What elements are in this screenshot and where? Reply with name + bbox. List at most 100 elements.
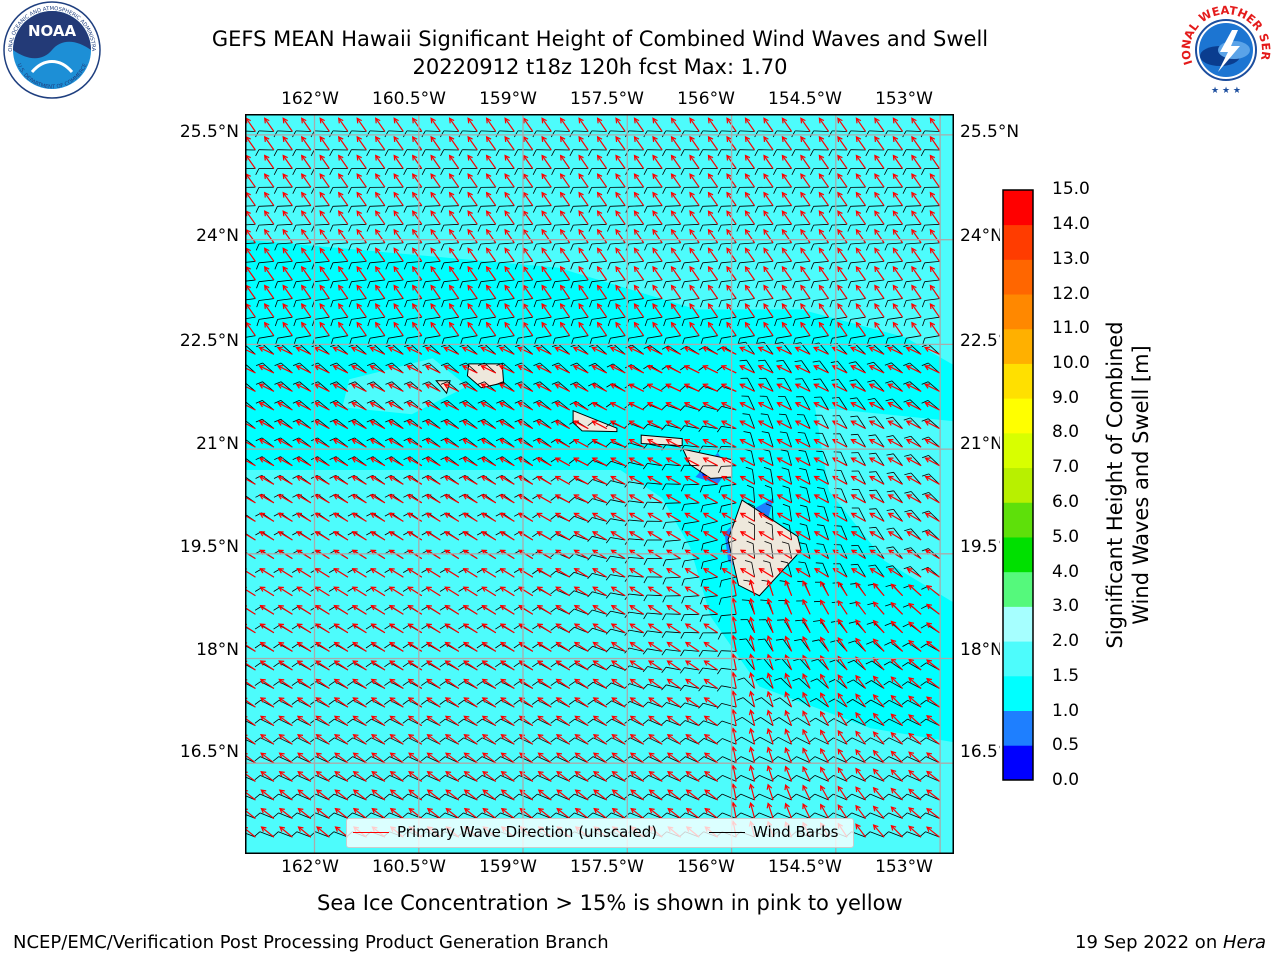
wind-barb: [754, 168, 774, 175]
wind-barb: [643, 149, 663, 157]
wind-barb: [901, 756, 922, 764]
wind-barb: [403, 381, 423, 392]
wave-arrow: [406, 475, 423, 485]
wave-arrow: [351, 531, 367, 541]
wave-arrow: [297, 826, 312, 838]
wind-barb: [883, 699, 903, 708]
wind-barb: [422, 381, 441, 392]
wind-barb: [780, 560, 792, 578]
wave-arrow: [278, 641, 293, 652]
wave-arrow: [278, 770, 293, 782]
wind-barb: [716, 703, 737, 709]
wave-arrow: [463, 715, 478, 727]
wind-barb: [680, 445, 700, 452]
wind-barb: [367, 298, 385, 308]
wind-barb: [754, 130, 774, 138]
wave-arrow: [278, 715, 293, 727]
wave-arrow: [259, 715, 275, 727]
wind-barb: [851, 526, 866, 541]
wind-barb: [680, 483, 700, 492]
wind-barb: [495, 205, 515, 213]
colorbar-tick: 7.0: [1052, 457, 1080, 477]
wave-arrow: [374, 154, 386, 169]
wind-barb: [828, 698, 848, 708]
wind-barb: [348, 381, 367, 392]
wind-barb: [245, 795, 256, 801]
wind-barb: [885, 565, 903, 578]
wind-barb: [883, 756, 903, 764]
wind-barb: [791, 717, 811, 727]
wave-arrow: [300, 302, 312, 318]
wind-barb: [422, 279, 441, 289]
wind-barb: [366, 242, 385, 251]
wave-arrow: [371, 770, 386, 782]
wind-barb: [782, 503, 792, 522]
wind-barb: [748, 502, 755, 522]
wave-arrow: [388, 512, 404, 522]
wave-arrow: [319, 247, 330, 262]
wave-arrow: [352, 660, 367, 671]
lon-tick-top: 156°W: [677, 89, 735, 109]
wind-barb: [865, 186, 885, 194]
wave-arrow: [333, 641, 349, 652]
wave-arrow: [448, 191, 460, 207]
wave-arrow: [300, 154, 312, 169]
wind-barb: [329, 223, 348, 232]
wind-barb: [866, 316, 885, 327]
wave-arrow: [461, 383, 478, 392]
wave-arrow: [425, 623, 441, 634]
wave-arrow: [462, 475, 478, 485]
wind-barb: [532, 168, 552, 175]
wave-arrow: [480, 439, 497, 448]
wave-arrow: [499, 494, 515, 504]
wave-arrow: [315, 660, 330, 671]
wind-barb: [347, 186, 367, 194]
wave-arrow: [352, 789, 367, 801]
wind-barb: [716, 426, 737, 433]
wave-arrow: [407, 697, 423, 708]
wind-barb: [551, 261, 570, 270]
wave-arrow: [356, 173, 367, 188]
wind-barb: [810, 698, 829, 708]
wave-arrow: [485, 154, 497, 169]
wind-barb: [680, 168, 700, 175]
wind-barb: [735, 130, 755, 138]
wind-barb: [754, 149, 774, 157]
wind-barb: [644, 261, 663, 270]
wind-barb: [921, 436, 940, 448]
wind-barb: [846, 793, 866, 801]
wind-barb: [810, 242, 829, 251]
wind-barb: [772, 756, 792, 764]
wave-arrow: [426, 733, 441, 745]
wave-arrow: [411, 210, 423, 225]
wave-arrow: [300, 284, 312, 299]
colorbar-segment: [1003, 641, 1033, 677]
wind-barb: [642, 666, 663, 673]
wind-barb: [245, 205, 256, 207]
wave-arrow: [277, 623, 293, 634]
wave-arrow: [300, 210, 312, 225]
wind-barb: [716, 738, 737, 745]
wave-arrow: [411, 117, 423, 132]
wave-arrow: [337, 191, 349, 207]
wind-barb: [814, 414, 829, 429]
wind-barb: [846, 812, 866, 819]
wave-arrow: [356, 265, 367, 281]
wind-barb: [644, 242, 663, 251]
wind-barb: [921, 473, 940, 485]
wave-arrow: [351, 623, 367, 634]
wind-barb: [477, 261, 496, 270]
wind-barb: [814, 396, 829, 411]
colorbar-tick: 11.0: [1052, 318, 1090, 338]
wind-barb: [662, 576, 681, 585]
wind-barb: [760, 413, 774, 429]
wind-barb: [607, 279, 626, 289]
wave-arrow: [504, 321, 515, 337]
wind-barb: [774, 677, 792, 689]
wave-arrow: [462, 457, 478, 467]
wind-barb: [813, 378, 829, 392]
wind-barb: [679, 720, 700, 727]
wind-barb: [245, 832, 256, 838]
wind-barb: [868, 452, 885, 466]
wind-barb: [440, 242, 459, 251]
